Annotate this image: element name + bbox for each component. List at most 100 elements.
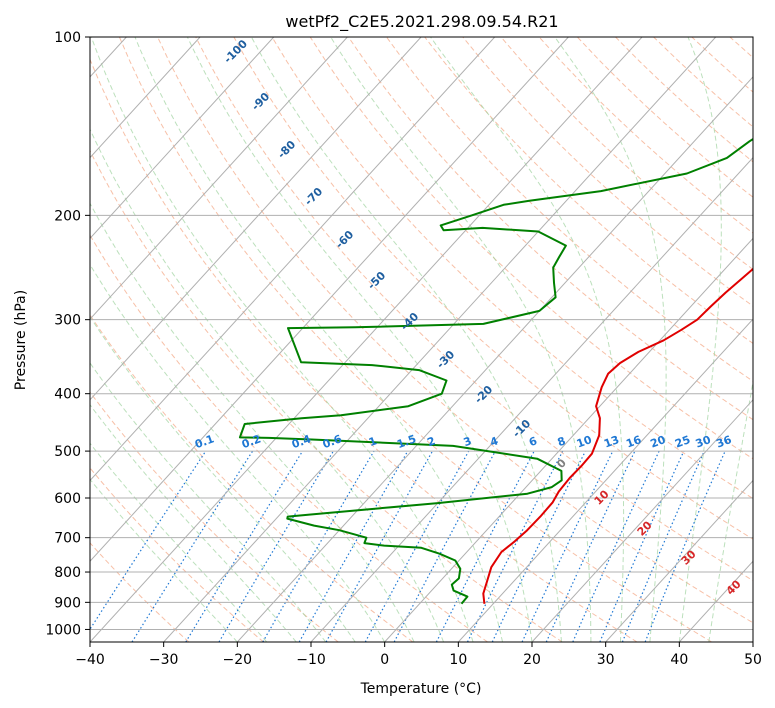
dry-adiabat-line (768, 37, 775, 642)
isotherm-label: -60 (333, 228, 356, 251)
isotherm-line (90, 37, 348, 320)
moist-adiabat-line (134, 37, 503, 642)
isotherm-line (90, 37, 201, 159)
mixing-ratio-label: 6 (527, 434, 539, 449)
isotherm-line (90, 37, 496, 482)
mixing-ratio-label: 1.5 (395, 432, 418, 451)
x-tick-label: 30 (597, 652, 615, 668)
isotherm-label: 40 (724, 577, 744, 597)
y-tick-label: 400 (54, 387, 81, 403)
dry-adiabat-line (90, 391, 339, 642)
mixing-ratio-label: 0.1 (193, 432, 216, 451)
mixing-ratio-line (364, 450, 470, 642)
mixing-ratio-label: 0.6 (321, 432, 344, 451)
x-tick-label: −30 (149, 652, 179, 668)
dry-adiabat-line (653, 37, 753, 128)
moist-adiabat-line (330, 37, 592, 642)
mixing-ratio-label: 10 (575, 433, 594, 451)
mixing-ratio-label: 0.4 (290, 432, 313, 451)
isotherm-label: -70 (302, 185, 325, 208)
mixing-ratio-label: 36 (714, 433, 733, 451)
dry-adiabat-line (386, 37, 753, 382)
mixing-ratio-label: 25 (673, 433, 692, 450)
mixing-ratio-label: 16 (624, 433, 643, 451)
moist-adiabat-line (90, 478, 238, 642)
y-axis-label: Pressure (hPa) (13, 290, 29, 390)
moist-adiabat-line (90, 442, 268, 642)
background-reference-lines (90, 37, 775, 642)
isotherm-line (90, 37, 275, 240)
mixing-ratio-label: 30 (694, 433, 713, 451)
moist-adiabat-line (90, 315, 356, 642)
moist-adiabat-line (554, 37, 667, 642)
mixing-ratio-line (599, 450, 685, 642)
moist-adiabat-line (250, 37, 562, 642)
moist-adiabat-line (90, 37, 474, 642)
x-tick-label: −10 (296, 652, 326, 668)
dry-adiabat-line (729, 37, 753, 59)
x-tick-label: 40 (670, 652, 688, 668)
isotherm-line (457, 318, 753, 642)
isotherm-label: 30 (679, 547, 699, 567)
dry-adiabat-line (691, 37, 753, 93)
dry-adiabat-line (424, 37, 753, 344)
x-tick-label: 50 (744, 652, 762, 668)
moist-adiabat-line (430, 37, 625, 642)
moist-adiabat-line (186, 37, 533, 642)
mixing-ratio-labels: 0.1 0.2 0.4 0.6 1 1.5 2 3 4 6 8 10 13 16 20 25 30 36 (193, 432, 733, 451)
mixing-ratio-line (621, 450, 705, 642)
mixing-ratio-label: 3 (462, 434, 474, 449)
y-tick-label: 700 (54, 531, 81, 547)
isotherm-line (531, 399, 753, 642)
y-tick-label: 1000 (45, 622, 81, 638)
y-tick-label: 300 (54, 313, 81, 329)
dry-adiabat-line (90, 313, 414, 642)
dry-adiabat-line (462, 37, 753, 307)
isotherm-label: 20 (635, 518, 655, 538)
isotherm-line (384, 237, 753, 642)
isotherm-label: 10 (592, 487, 612, 507)
y-tick-label: 100 (54, 30, 81, 46)
isotherm-label: -100 (221, 37, 250, 66)
dry-adiabat-line (90, 149, 563, 642)
moist-adiabat-line (678, 37, 722, 642)
dry-adiabat-line (615, 37, 753, 163)
mixing-ratio-line (466, 450, 564, 642)
isotherm-label: -20 (472, 383, 495, 406)
mixing-ratio-line (572, 450, 660, 642)
isotherm-line (310, 156, 753, 642)
dry-adiabat-line (157, 37, 753, 624)
dry-adiabat-line (576, 37, 753, 198)
moist-adiabat-line (90, 403, 297, 642)
x-axis: −40 −30 −20 −10 0 10 20 30 40 50 (75, 642, 762, 668)
isotherm-line (90, 37, 422, 401)
x-tick-label: −20 (223, 652, 253, 668)
isotherm-line (163, 37, 717, 642)
sounding-profiles (238, 137, 753, 605)
mixing-ratio-line (131, 450, 254, 642)
dry-adiabat-line (271, 37, 753, 500)
moist-adiabat-line (708, 379, 753, 642)
moist-adiabat-line (90, 128, 445, 642)
isotherm-label: -30 (434, 348, 457, 371)
moist-adiabat-line (90, 263, 386, 642)
isotherm-label: -50 (365, 269, 388, 292)
dry-adiabat-line (309, 37, 753, 460)
y-tick-label: 800 (54, 565, 81, 581)
plot-frame (89, 36, 754, 643)
y-axis: 100 200 300 400 500 600 700 800 900 1000 (45, 30, 90, 638)
y-tick-label: 900 (54, 595, 81, 611)
mixing-ratio-label: 13 (602, 433, 621, 450)
dry-adiabat-line (90, 467, 264, 642)
isotherm-line (90, 37, 643, 642)
chart-title: wetPf2_C2E5.2021.298.09.54.R21 (285, 12, 558, 32)
mixing-ratio-line (393, 450, 496, 642)
mixing-ratio-label: 8 (556, 434, 568, 449)
isotherm-line (236, 76, 753, 642)
dry-adiabat-line (195, 37, 753, 582)
mixing-ratio-label: 1 (367, 434, 379, 449)
isotherm-label: -40 (398, 310, 421, 333)
dewpoint-profile-line (238, 137, 753, 605)
